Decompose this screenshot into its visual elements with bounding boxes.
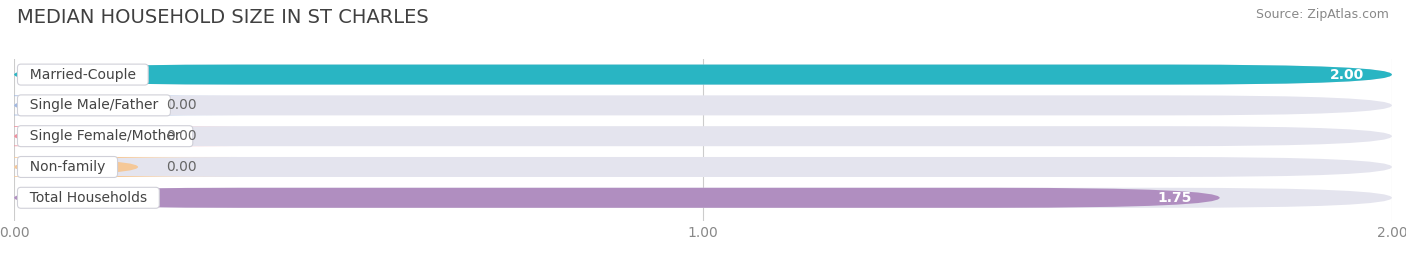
- FancyBboxPatch shape: [14, 95, 1392, 115]
- Text: 2.00: 2.00: [1330, 68, 1364, 82]
- FancyBboxPatch shape: [14, 188, 1219, 208]
- Text: Total Households: Total Households: [21, 191, 156, 205]
- Text: 0.00: 0.00: [166, 129, 197, 143]
- Text: Single Male/Father: Single Male/Father: [21, 98, 167, 112]
- Text: MEDIAN HOUSEHOLD SIZE IN ST CHARLES: MEDIAN HOUSEHOLD SIZE IN ST CHARLES: [17, 8, 429, 27]
- Text: Source: ZipAtlas.com: Source: ZipAtlas.com: [1256, 8, 1389, 21]
- FancyBboxPatch shape: [14, 126, 1392, 146]
- Text: 0.00: 0.00: [166, 98, 197, 112]
- Text: Married-Couple: Married-Couple: [21, 68, 145, 82]
- Text: Single Female/Mother: Single Female/Mother: [21, 129, 190, 143]
- Text: 0.00: 0.00: [166, 160, 197, 174]
- FancyBboxPatch shape: [14, 157, 1392, 177]
- FancyBboxPatch shape: [0, 157, 238, 177]
- Text: Non-family: Non-family: [21, 160, 114, 174]
- FancyBboxPatch shape: [0, 95, 238, 115]
- Text: 1.75: 1.75: [1157, 191, 1192, 205]
- FancyBboxPatch shape: [14, 65, 1392, 84]
- FancyBboxPatch shape: [0, 126, 238, 146]
- FancyBboxPatch shape: [14, 65, 1392, 84]
- FancyBboxPatch shape: [14, 188, 1392, 208]
